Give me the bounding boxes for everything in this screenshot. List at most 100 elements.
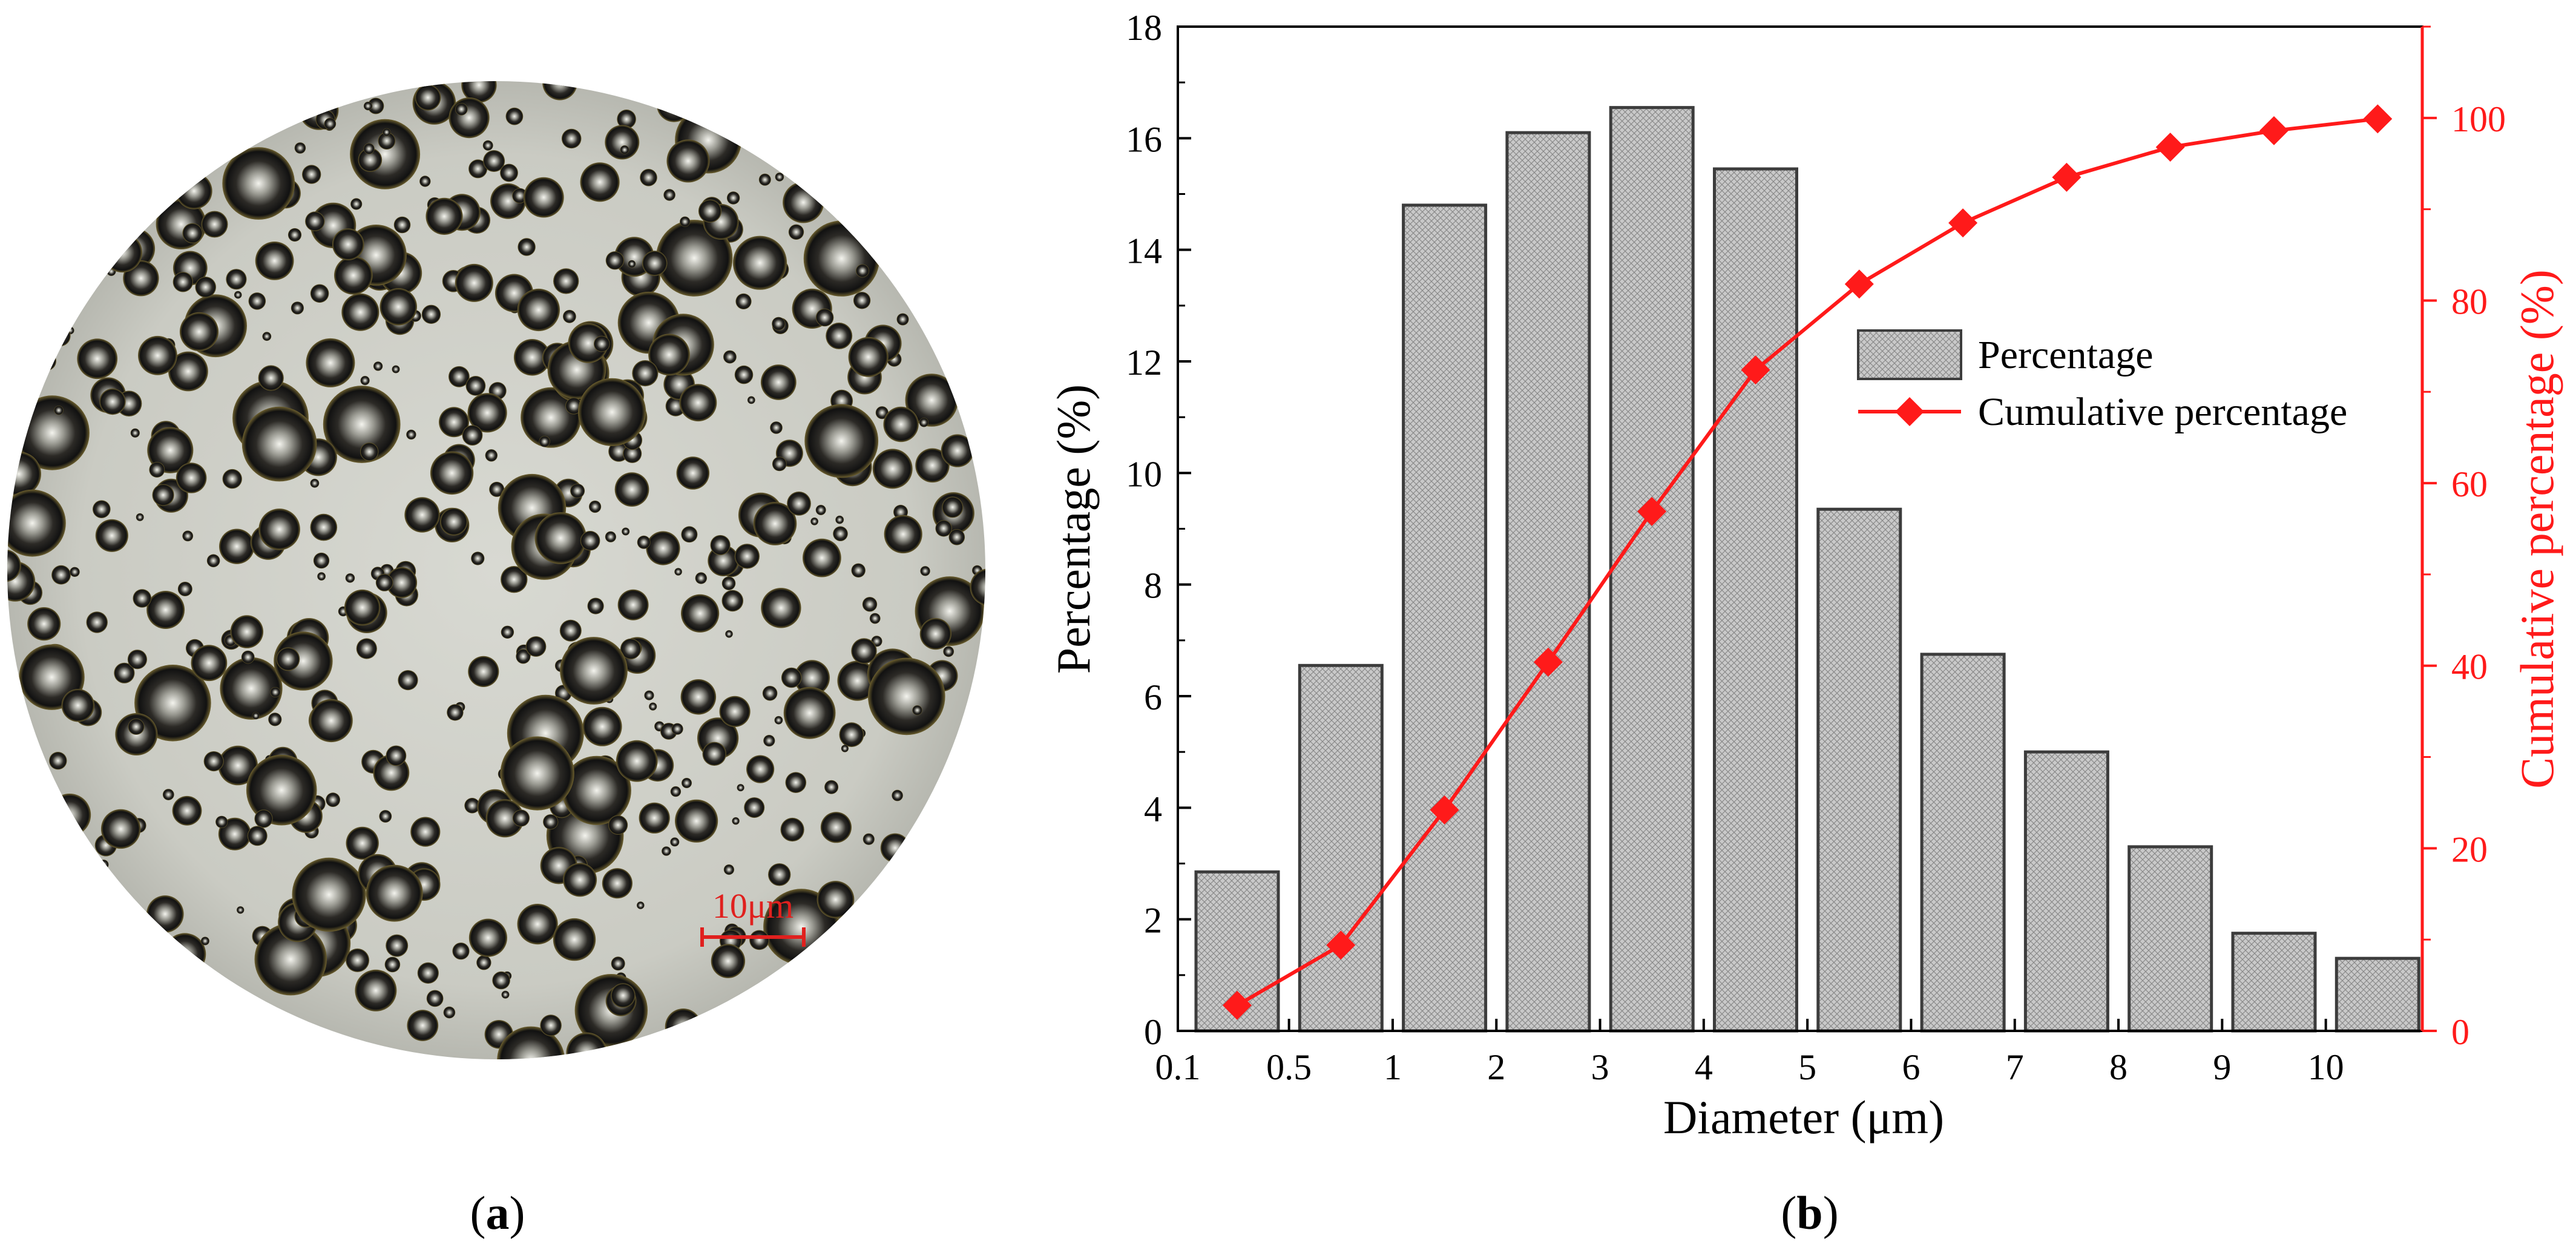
droplet	[521, 387, 582, 448]
droplet	[518, 238, 536, 256]
droplet	[100, 809, 141, 849]
droplet	[310, 478, 320, 488]
droplet	[553, 918, 596, 961]
cumulative-series	[1223, 104, 2393, 1020]
droplet	[426, 990, 444, 1007]
droplet	[941, 434, 974, 467]
droplet	[758, 173, 771, 186]
droplet	[363, 102, 373, 111]
droplet	[237, 906, 245, 914]
cumulative-point-2	[1326, 930, 1356, 960]
droplet	[146, 895, 184, 933]
droplet	[15, 395, 90, 470]
droplet	[222, 147, 295, 220]
droplet	[203, 751, 224, 772]
droplet	[206, 554, 220, 568]
droplet	[27, 607, 61, 641]
droplet	[856, 264, 869, 278]
cumulative-point-4	[1533, 647, 1563, 677]
droplet	[725, 630, 733, 638]
droplet	[468, 656, 499, 687]
droplet	[942, 496, 964, 518]
droplet	[7, 561, 36, 602]
droplet	[517, 904, 558, 945]
droplet	[356, 638, 377, 659]
droplet	[128, 718, 145, 735]
droplet	[637, 901, 645, 909]
legend-percentage-label: Percentage	[1978, 333, 2154, 377]
x-tick-label: 0.1	[1155, 1047, 1201, 1087]
droplet	[467, 393, 507, 433]
droplet	[200, 936, 209, 946]
cumulative-point-11	[2259, 116, 2288, 145]
droplet	[182, 223, 203, 243]
micrograph-field	[7, 81, 985, 1059]
droplet	[252, 712, 260, 720]
droplet	[172, 795, 202, 826]
droplet	[656, 220, 733, 297]
droplet	[525, 636, 547, 657]
droplet	[775, 173, 784, 182]
droplet	[464, 798, 480, 814]
droplet	[386, 745, 407, 766]
droplet	[310, 284, 329, 303]
droplet	[302, 165, 321, 184]
droplet	[407, 1010, 439, 1041]
droplet	[732, 817, 740, 825]
droplet	[344, 589, 381, 626]
cumulative-point-7	[1844, 269, 1874, 299]
droplet	[632, 360, 659, 387]
droplet	[36, 351, 56, 371]
droplet	[608, 815, 628, 835]
bar-8-9	[2128, 845, 2213, 1033]
droplet	[735, 293, 752, 309]
droplet	[605, 251, 625, 270]
y-axis-right-label: Cumulative percentage (%)	[2511, 269, 2563, 789]
droplet	[783, 182, 824, 223]
bar-5-6	[1816, 507, 1902, 1033]
droplet	[162, 789, 174, 800]
droplet	[310, 513, 338, 541]
droplet	[241, 650, 255, 664]
droplet	[398, 670, 418, 691]
droplet	[534, 512, 587, 564]
bar--10	[2334, 956, 2420, 1033]
droplet	[749, 930, 769, 950]
droplet	[580, 531, 600, 551]
droplet	[291, 301, 304, 315]
droplet	[489, 481, 505, 497]
droplet	[884, 515, 922, 554]
droplet	[146, 591, 185, 629]
droplet	[179, 312, 219, 352]
panel-a-caption: (a)	[470, 1186, 525, 1239]
droplet	[443, 1006, 456, 1019]
droplet	[675, 799, 718, 843]
droplet	[130, 428, 140, 438]
droplet	[70, 567, 80, 577]
droplet	[306, 338, 355, 387]
droplet	[513, 339, 551, 376]
droplet	[54, 406, 64, 415]
droplet	[341, 293, 380, 331]
droplet	[147, 427, 194, 473]
droplet	[516, 649, 531, 664]
droplet	[218, 745, 258, 786]
bar-0-5-1	[1298, 663, 1384, 1033]
y-left-tick-label: 4	[1144, 789, 1162, 829]
droplet	[95, 519, 128, 552]
droplet	[656, 87, 692, 122]
y-axis-right: 0 20 40 60 80 100	[2420, 25, 2506, 1052]
cumulative-point-3	[1430, 795, 1459, 825]
droplet	[176, 173, 212, 209]
droplet	[367, 97, 384, 114]
droplet	[358, 148, 383, 172]
droplet	[617, 110, 636, 129]
droplet	[7, 489, 66, 557]
droplet	[905, 373, 959, 427]
bar-3-4	[1609, 106, 1695, 1033]
x-tick-label: 2	[1487, 1047, 1505, 1087]
droplet	[559, 619, 582, 642]
droplet	[562, 755, 631, 825]
droplet	[309, 699, 353, 743]
droplet	[248, 292, 266, 310]
